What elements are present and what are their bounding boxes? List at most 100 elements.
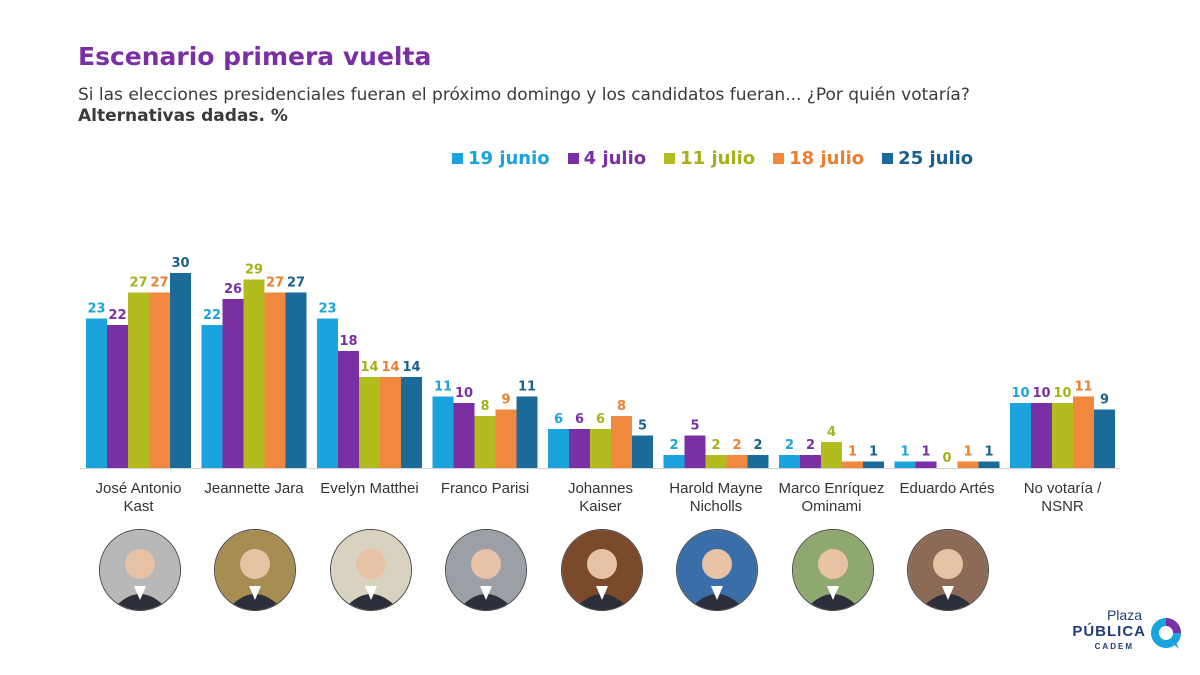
plaza-publica-cadem-logo: Plaza PÚBLICA CADEM <box>1072 607 1184 661</box>
category-label: Ominami <box>801 498 861 515</box>
bar-value-label: 10 <box>1032 386 1050 401</box>
person-photo-kaiser-icon <box>560 529 643 611</box>
bar-value-label: 10 <box>1011 386 1029 401</box>
bar-value-label: 26 <box>224 282 242 297</box>
person-photo-enriquez-ominami-icon <box>791 529 874 611</box>
logo-text: CADEM <box>1094 642 1134 651</box>
category-label: No votaría / <box>1024 480 1102 497</box>
bar-value-label: 4 <box>827 425 836 440</box>
bar <box>1010 403 1031 468</box>
bar-value-label: 14 <box>360 360 378 375</box>
category-label: Harold Mayne <box>669 480 762 497</box>
category-label: Evelyn Matthei <box>320 480 418 497</box>
bar <box>338 351 359 468</box>
logo-text: Plaza <box>1106 607 1142 623</box>
bar-value-label: 8 <box>480 399 489 414</box>
bar-value-label: 18 <box>339 334 357 349</box>
bar <box>495 409 517 468</box>
bar <box>684 435 706 468</box>
legend-swatch <box>882 153 894 164</box>
bar <box>705 455 727 468</box>
bar-value-label: 2 <box>753 438 762 453</box>
bar <box>1073 396 1094 468</box>
bar <box>264 292 286 468</box>
bar <box>401 377 422 468</box>
bar-value-label: 23 <box>318 302 336 317</box>
category-label: Marco Enríquez <box>779 480 885 497</box>
bar-value-label: 27 <box>129 276 147 291</box>
legend-label: 11 julio <box>680 148 756 169</box>
category-label: José Antonio <box>96 480 182 497</box>
bar-value-label: 27 <box>266 276 284 291</box>
bar-value-label: 1 <box>921 445 930 460</box>
bar-value-label: 30 <box>171 256 189 271</box>
person-photo-parisi-icon <box>445 529 527 611</box>
bar <box>894 461 916 468</box>
category-label: NSNR <box>1041 498 1084 515</box>
bar <box>915 461 937 468</box>
bar-value-label: 10 <box>1053 386 1071 401</box>
category-label: Kast <box>123 498 154 515</box>
legend-label: 4 julio <box>583 148 647 169</box>
legend-item-19-junio: 19 junio <box>452 148 550 169</box>
bar <box>1052 403 1073 468</box>
bar-value-label: 14 <box>381 360 399 375</box>
bar <box>1031 403 1052 468</box>
category-label: Nicholls <box>690 498 743 515</box>
legend-swatch <box>452 153 463 164</box>
bar-value-label: 14 <box>402 360 420 375</box>
bar <box>863 461 884 468</box>
bar-value-label: 6 <box>596 412 605 427</box>
bar-value-label: 29 <box>245 263 263 278</box>
bar <box>107 325 128 468</box>
bar-value-label: 22 <box>108 308 126 323</box>
legend-swatch <box>773 153 785 164</box>
bar <box>726 455 748 468</box>
category-label: Kaiser <box>579 498 622 515</box>
bar-value-label: 1 <box>963 445 972 460</box>
bar <box>842 461 863 468</box>
legend-label: 25 julio <box>898 148 974 169</box>
legend-item-25-julio: 25 julio <box>882 148 973 169</box>
person-photo-jara-icon <box>214 529 296 611</box>
bar-value-label: 8 <box>617 399 626 414</box>
bar <box>453 403 475 468</box>
bar <box>1094 409 1115 468</box>
bar-value-label: 27 <box>150 276 168 291</box>
legend-label: 18 julio <box>789 148 865 169</box>
bar-value-label: 11 <box>1074 380 1092 395</box>
bar <box>474 416 496 468</box>
bar <box>380 377 401 468</box>
bar-value-label: 9 <box>1100 393 1109 408</box>
bar <box>590 429 611 468</box>
person-photo-matthei-icon <box>329 529 412 611</box>
bar-value-label: 2 <box>732 438 741 453</box>
bar <box>201 325 223 468</box>
bar-value-label: 2 <box>669 438 678 453</box>
bar-value-label: 11 <box>434 380 452 395</box>
bar <box>359 377 380 468</box>
legend-swatch <box>567 153 579 164</box>
bar-value-label: 1 <box>984 445 993 460</box>
person-photo-artes-icon <box>907 529 989 611</box>
bar-value-label: 23 <box>87 302 105 317</box>
person-photo-kast-icon <box>98 529 181 611</box>
chart-subtitle-bold: Alternativas dadas. % <box>78 106 288 126</box>
bar <box>632 435 653 468</box>
bar <box>432 396 454 468</box>
bar-value-label: 6 <box>554 412 563 427</box>
legend-item-4-julio: 4 julio <box>567 148 647 169</box>
person-photo-mayne-nicholls-icon <box>676 529 758 611</box>
chart-legend: 19 junio 4 julio 11 julio 18 julio 25 ju… <box>452 148 973 169</box>
bar <box>548 429 569 468</box>
bar-value-label: 11 <box>518 380 536 395</box>
bar-value-label: 10 <box>455 386 473 401</box>
chart-subtitle: Si las elecciones presidenciales fueran … <box>78 85 970 105</box>
bar <box>611 416 632 468</box>
bar <box>957 461 979 468</box>
bar-value-label: 1 <box>900 445 909 460</box>
bar-value-label: 22 <box>203 308 221 323</box>
legend-item-11-julio: 11 julio <box>664 148 755 169</box>
chart-title: Escenario primera vuelta <box>78 42 432 71</box>
